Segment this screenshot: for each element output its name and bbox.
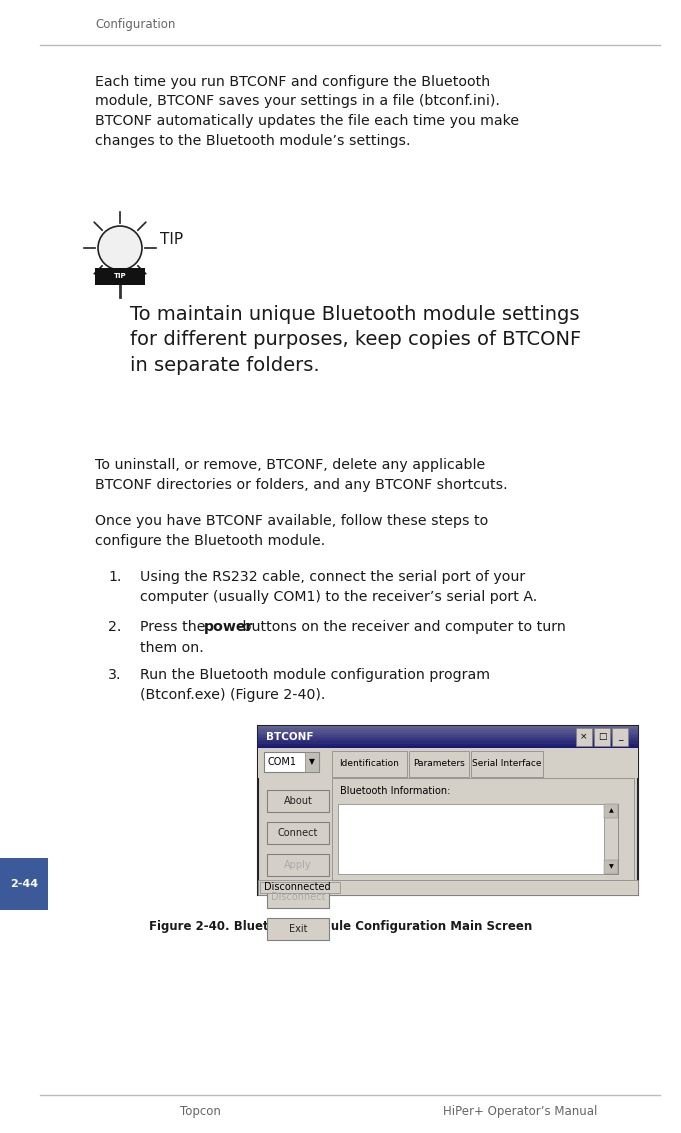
Text: power: power: [204, 620, 253, 634]
Text: To uninstall, or remove, BTCONF, delete any applicable
BTCONF directories or fol: To uninstall, or remove, BTCONF, delete …: [95, 458, 507, 492]
FancyBboxPatch shape: [258, 726, 638, 895]
Text: To maintain unique Bluetooth module settings
for different purposes, keep copies: To maintain unique Bluetooth module sett…: [130, 305, 582, 375]
FancyBboxPatch shape: [258, 726, 638, 748]
FancyBboxPatch shape: [576, 729, 592, 746]
FancyBboxPatch shape: [338, 804, 618, 874]
Text: COM1: COM1: [268, 757, 297, 767]
Text: 1.: 1.: [108, 570, 121, 583]
FancyBboxPatch shape: [258, 736, 638, 739]
Text: Apply: Apply: [284, 860, 312, 870]
FancyBboxPatch shape: [332, 751, 407, 777]
FancyBboxPatch shape: [258, 746, 638, 748]
FancyBboxPatch shape: [258, 880, 638, 895]
Text: BTCONF: BTCONF: [266, 732, 313, 742]
FancyBboxPatch shape: [267, 854, 329, 876]
Text: them on.: them on.: [140, 641, 204, 655]
FancyBboxPatch shape: [264, 752, 319, 772]
Text: Parameters: Parameters: [413, 759, 465, 768]
FancyBboxPatch shape: [471, 751, 543, 777]
Text: 2-44: 2-44: [10, 879, 38, 889]
Text: Connect: Connect: [278, 828, 318, 838]
Text: About: About: [283, 796, 313, 806]
FancyBboxPatch shape: [267, 918, 329, 940]
FancyBboxPatch shape: [258, 739, 638, 741]
FancyBboxPatch shape: [409, 751, 469, 777]
FancyBboxPatch shape: [258, 743, 638, 746]
FancyBboxPatch shape: [305, 752, 319, 772]
FancyBboxPatch shape: [604, 860, 618, 874]
Text: Once you have BTCONF available, follow these steps to
configure the Bluetooth mo: Once you have BTCONF available, follow t…: [95, 514, 488, 547]
FancyBboxPatch shape: [258, 729, 638, 731]
Text: 3.: 3.: [108, 668, 121, 682]
Text: Bluetooth Information:: Bluetooth Information:: [340, 786, 450, 796]
FancyBboxPatch shape: [258, 741, 638, 743]
FancyBboxPatch shape: [258, 748, 638, 778]
FancyBboxPatch shape: [267, 886, 329, 908]
Text: ×: ×: [580, 733, 588, 741]
Text: TIP: TIP: [160, 232, 183, 247]
Text: Serial Interface: Serial Interface: [472, 759, 542, 768]
Circle shape: [98, 225, 142, 270]
FancyBboxPatch shape: [267, 790, 329, 812]
FancyBboxPatch shape: [258, 735, 638, 736]
Text: buttons on the receiver and computer to turn: buttons on the receiver and computer to …: [238, 620, 565, 634]
FancyBboxPatch shape: [95, 269, 145, 286]
FancyBboxPatch shape: [604, 804, 618, 874]
Text: Disconnected: Disconnected: [264, 883, 330, 893]
FancyBboxPatch shape: [604, 804, 618, 818]
FancyBboxPatch shape: [260, 881, 340, 893]
Text: Figure 2-40. Bluetooth Module Configuration Main Screen: Figure 2-40. Bluetooth Module Configurat…: [149, 920, 532, 932]
Text: Press the: Press the: [140, 620, 210, 634]
Text: ▲: ▲: [609, 809, 614, 813]
Text: Topcon: Topcon: [180, 1106, 221, 1118]
Text: Run the Bluetooth module configuration program
(Btconf.exe) (Figure 2-40).: Run the Bluetooth module configuration p…: [140, 668, 490, 701]
Text: Exit: Exit: [289, 925, 307, 934]
FancyBboxPatch shape: [258, 726, 638, 729]
Text: Each time you run BTCONF and configure the Bluetooth
module, BTCONF saves your s: Each time you run BTCONF and configure t…: [95, 75, 519, 147]
Text: Configuration: Configuration: [95, 18, 176, 31]
Text: ▼: ▼: [609, 864, 614, 869]
FancyBboxPatch shape: [258, 733, 638, 735]
Text: 2.: 2.: [108, 620, 121, 634]
FancyBboxPatch shape: [594, 729, 610, 746]
Text: TIP: TIP: [114, 273, 126, 280]
Text: □: □: [598, 733, 606, 741]
Text: Using the RS232 cable, connect the serial port of your
computer (usually COM1) t: Using the RS232 cable, connect the seria…: [140, 570, 537, 604]
FancyBboxPatch shape: [332, 778, 634, 880]
Text: ▼: ▼: [309, 758, 315, 767]
Text: HiPer+ Operator’s Manual: HiPer+ Operator’s Manual: [443, 1106, 597, 1118]
FancyBboxPatch shape: [258, 731, 638, 733]
Text: Identification: Identification: [340, 759, 400, 768]
Text: _: _: [618, 733, 622, 741]
Text: Disconnect: Disconnect: [271, 892, 326, 902]
FancyBboxPatch shape: [612, 729, 628, 746]
FancyBboxPatch shape: [267, 823, 329, 844]
FancyBboxPatch shape: [0, 858, 48, 910]
